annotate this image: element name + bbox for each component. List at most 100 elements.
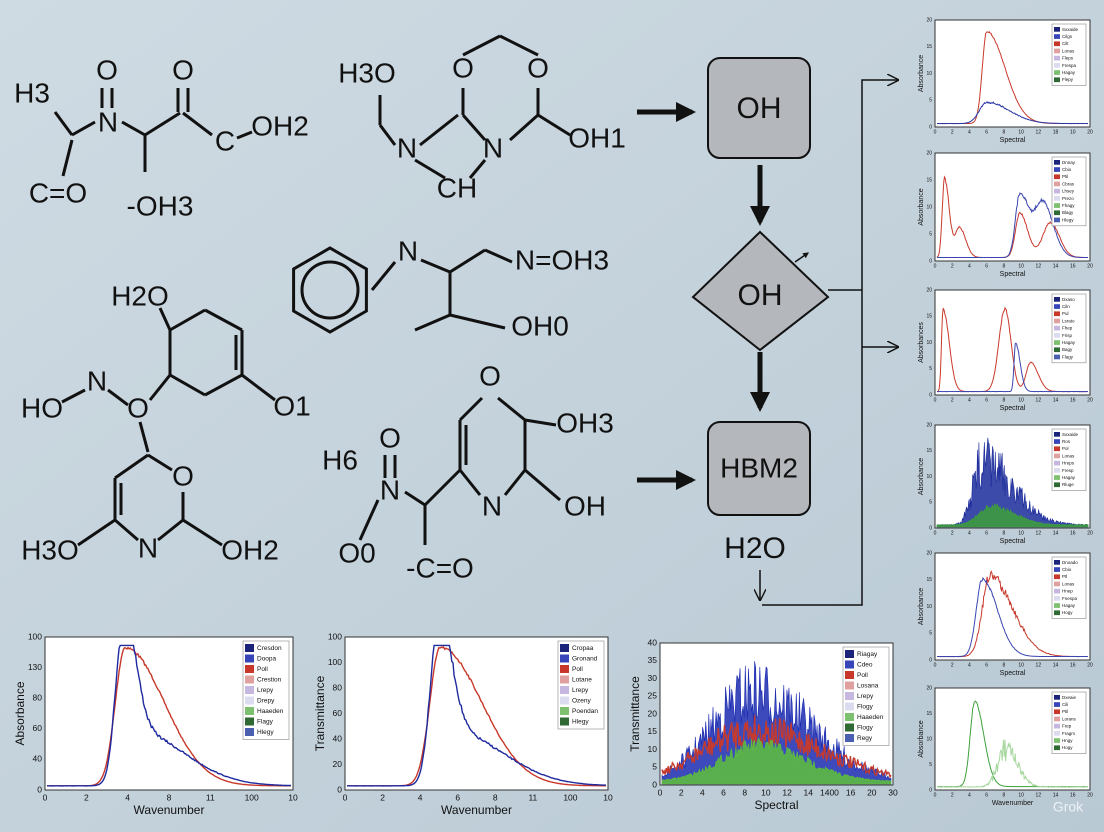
y-tick-label: 10 xyxy=(926,340,932,346)
legend-swatch xyxy=(245,728,254,736)
bond xyxy=(182,111,213,137)
x-tick-label: 20 xyxy=(1087,129,1093,135)
y-tick-label: 130 xyxy=(28,662,42,672)
y-tick-label: 10 xyxy=(648,744,658,754)
legend-label: Hagay xyxy=(1062,475,1076,480)
x-tick-label: 2 xyxy=(380,792,385,802)
legend-label: Poll xyxy=(572,666,583,673)
legend-label: Flepy xyxy=(1062,77,1074,82)
legend-swatch xyxy=(845,734,854,742)
bond xyxy=(121,120,146,137)
spectrum-chart: 0 5 10 15 20 0 2 4 6 8 10 12 14 16 20 Spectral Absorbanc… xyxy=(918,287,1093,412)
arrow xyxy=(794,252,809,263)
bond xyxy=(503,469,527,496)
bond xyxy=(404,490,426,507)
atom-label: HO xyxy=(21,392,63,423)
atom-label: H3 xyxy=(14,77,50,108)
x-tick-label: 2 xyxy=(951,662,954,668)
y-tick-label: 0 xyxy=(929,657,932,663)
bond xyxy=(148,374,172,401)
atom-label: N xyxy=(482,490,502,521)
legend-swatch xyxy=(1054,196,1060,201)
x-tick-label: 8 xyxy=(742,787,747,797)
spectrum-chart: 0 5 10 15 20 0 2 4 6 8 10 12 14 16 20 Spectral Absorbanc… xyxy=(918,550,1093,677)
x-tick-label: 4 xyxy=(968,263,971,269)
y-tick-label: 5 xyxy=(652,762,657,772)
legend-label: Flagy xyxy=(257,718,274,725)
y-tick-label: 15 xyxy=(926,314,932,320)
atom-label: N=OH3 xyxy=(515,244,609,275)
atom-label: O xyxy=(127,392,149,423)
bond xyxy=(449,248,486,274)
x-axis-label: Spectral xyxy=(1000,538,1026,545)
x-tick-label: 0 xyxy=(934,263,937,269)
legend-swatch xyxy=(1054,63,1060,68)
x-tick-label: 0 xyxy=(934,792,937,798)
x-tick-label: 6 xyxy=(721,787,726,797)
y-axis-label: Absorbance xyxy=(918,588,925,625)
legend-swatch xyxy=(1054,318,1060,324)
x-tick-label: 10 xyxy=(1070,129,1076,135)
legend-swatch xyxy=(1054,48,1060,54)
spectrum-chart: 0 40 60 80 130 100 0 2 4 8 11 100 10 Wavenumber Absorb… xyxy=(13,631,298,817)
connector xyxy=(762,80,898,606)
spectrum-chart: 0 5 10 15 20 0 2 4 6 8 10 12 18 10 20 Spectral Absorbanc… xyxy=(918,17,1093,144)
legend-swatch xyxy=(1054,603,1060,608)
legend-label: Lonas xyxy=(1062,581,1075,586)
spectrum-fill xyxy=(661,737,892,785)
atom-label: C xyxy=(215,125,235,156)
legend-label: Cbio xyxy=(1062,567,1072,572)
y-tick-label: 100 xyxy=(328,657,342,667)
y-tick-label: 20 xyxy=(926,17,932,23)
bond xyxy=(158,307,172,331)
atom-label: -C=O xyxy=(406,552,474,583)
x-tick-label: 10 xyxy=(1018,397,1024,403)
atom-label: OH3 xyxy=(556,407,614,438)
legend-box xyxy=(557,640,605,730)
x-tick-label: 20 xyxy=(1087,662,1093,668)
atom-label: O xyxy=(452,52,474,83)
y-tick-label: 0 xyxy=(929,392,932,398)
atom-label: OH xyxy=(564,490,606,521)
x-tick-label: 16 xyxy=(1070,397,1076,403)
legend-swatch xyxy=(1054,27,1060,32)
x-tick-label: 20 xyxy=(1087,792,1093,798)
legend-label: Hogy xyxy=(1062,745,1073,750)
x-tick-label: 2 xyxy=(679,787,684,797)
legend-swatch xyxy=(245,717,254,726)
atom-label: C=O xyxy=(29,177,87,208)
y-tick-label: 80 xyxy=(33,692,43,702)
atom-label: OH1 xyxy=(568,122,626,153)
legend-label: Ciln xyxy=(1062,304,1070,309)
x-tick-label: 8 xyxy=(1002,263,1005,269)
x-tick-label: 10 xyxy=(761,787,771,797)
atom-label: H3O xyxy=(21,534,79,565)
x-tick-label: 14 xyxy=(804,787,814,797)
atom-label: -OH3 xyxy=(127,190,194,221)
legend-swatch xyxy=(560,654,569,663)
legend-label: Poendan xyxy=(572,708,598,715)
legend-swatch xyxy=(1054,188,1060,194)
legend-swatch xyxy=(845,681,854,690)
bond xyxy=(61,139,74,177)
y-axis-label: Absorbance xyxy=(918,55,925,92)
legend-swatch xyxy=(560,707,569,715)
spectrum-curve xyxy=(346,644,607,787)
legend-swatch xyxy=(1054,745,1060,751)
spectrum-fill xyxy=(936,502,1089,528)
atom-label: O xyxy=(527,52,549,83)
x-tick-label: 2 xyxy=(951,129,954,135)
y-tick-label: 30 xyxy=(648,673,658,683)
x-tick-label: 6 xyxy=(985,530,988,536)
x-axis-label: Wavenumber xyxy=(134,803,205,817)
x-tick-label: 16 xyxy=(1070,530,1076,536)
x-tick-label: 14 xyxy=(1053,530,1059,536)
x-tick-label: 16 xyxy=(1070,263,1076,269)
x-tick-label: 16 xyxy=(846,787,856,797)
legend-label: Crestion xyxy=(257,676,282,683)
legend-swatch xyxy=(560,717,569,726)
legend-swatch xyxy=(1054,325,1060,331)
x-axis-label: Spectral xyxy=(1000,137,1026,144)
y-tick-label: 5 xyxy=(929,500,932,506)
atom-label: O xyxy=(379,422,401,453)
